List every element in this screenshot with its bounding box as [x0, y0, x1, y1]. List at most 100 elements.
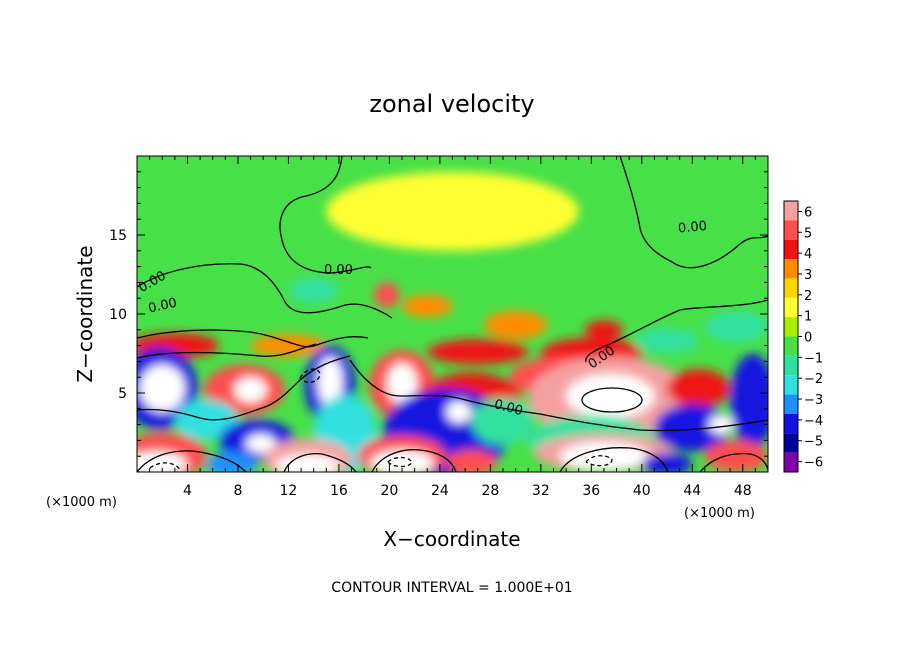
colorbar-label: 1	[804, 310, 812, 325]
field-blob	[427, 339, 529, 365]
colorbar-swatch	[784, 201, 798, 221]
field-blob	[585, 320, 623, 340]
colorbar-label: 2	[804, 289, 812, 304]
colorbar-swatch	[784, 317, 798, 337]
field-blob	[704, 310, 768, 343]
colorbar-swatch	[784, 452, 798, 472]
field-blob	[234, 377, 267, 403]
colorbar-swatch	[784, 297, 798, 318]
contour-line	[585, 299, 768, 363]
y-axis-label: Z−coordinate	[73, 245, 97, 382]
colorbar-label: 6	[804, 205, 812, 220]
colorbar-swatch	[784, 239, 798, 260]
contour-loop	[581, 387, 643, 413]
x-tick-label: 12	[280, 483, 298, 499]
contour-label: 0.00	[147, 296, 178, 317]
chart-title: zonal velocity	[369, 90, 534, 118]
colorbar-swatch	[784, 433, 798, 453]
y-tick-label: 5	[118, 386, 127, 402]
colorbar-swatch	[784, 394, 798, 414]
x-tick-label: 40	[633, 483, 651, 499]
x-axis-unit-right: (×1000 m)	[684, 506, 755, 521]
colorbar-label: 4	[804, 247, 812, 262]
x-axis-unit: (×1000 m)	[46, 495, 117, 510]
field-blob	[326, 171, 579, 251]
colorbar-label: 0	[804, 331, 812, 346]
contour-line	[619, 156, 768, 269]
colorbar-swatch	[784, 413, 798, 434]
contour-line	[137, 450, 247, 472]
colorbar-swatch	[784, 375, 798, 395]
contour-line	[137, 355, 351, 421]
field-blob	[275, 454, 339, 472]
contour-line-dashed	[387, 456, 413, 468]
x-tick-label: 36	[582, 483, 600, 499]
field-blob	[137, 451, 188, 472]
field-blob	[139, 364, 185, 412]
y-tick-label: 15	[109, 228, 127, 244]
x-tick-label: 24	[431, 483, 449, 499]
contour-line	[137, 263, 393, 319]
colorbar-swatch	[784, 220, 798, 240]
y-tick-label: 10	[109, 307, 127, 323]
field-blob	[654, 404, 731, 452]
zero-contours	[137, 156, 768, 472]
field-blob	[730, 353, 768, 449]
contour-line	[559, 447, 669, 472]
colorbar-swatch	[784, 336, 798, 356]
field-blob	[641, 453, 693, 472]
contour-line	[279, 156, 372, 274]
field-blob	[245, 434, 276, 454]
field-blob	[667, 369, 731, 408]
colorbar-swatch	[784, 259, 798, 279]
contour-line-dashed	[149, 462, 181, 471]
colorbar-label: −4	[804, 414, 823, 429]
contour-line	[137, 329, 369, 348]
field-blob	[370, 449, 434, 472]
colorbar-swatch	[784, 278, 798, 298]
contour-line	[371, 449, 457, 472]
colorbar-label: −1	[804, 351, 823, 366]
contour-line	[137, 343, 317, 359]
y-axis: 5 10 15	[109, 171, 768, 457]
field-blob	[471, 397, 535, 446]
x-tick-label: 48	[734, 483, 752, 499]
field-blob	[288, 277, 339, 303]
field-blob	[704, 440, 768, 472]
colorbar-label: 5	[804, 226, 812, 241]
contour-line-dashed	[299, 368, 321, 384]
contour-line	[349, 359, 768, 432]
contour-line-dashed	[585, 455, 613, 467]
field-blob	[386, 362, 418, 405]
contour-interval-note: CONTOUR INTERVAL = 1.000E+01	[331, 580, 572, 596]
field-blob	[446, 449, 497, 472]
field-blob	[374, 282, 400, 308]
x-tick-label: 32	[532, 483, 550, 499]
field-blob	[446, 400, 472, 424]
field-blob	[708, 415, 734, 435]
plot-area: 0.00 0.00 0.00 0.00 0.00 0.00	[137, 156, 768, 472]
colorbar: 6 5 4 3 2 1 0 −1 −2 −3 −4 −5 −6	[783, 200, 823, 473]
x-tick-label: 4	[183, 483, 192, 499]
contour-line	[699, 452, 768, 472]
colorbar-label: −2	[804, 372, 823, 387]
colorbar-label: −5	[804, 435, 823, 450]
contour-label: 0.00	[492, 397, 524, 419]
contour-label: 0.00	[677, 219, 707, 236]
x-tick-label: 16	[330, 483, 348, 499]
colorbar-label: −3	[804, 393, 823, 408]
x-tick-label: 20	[380, 483, 398, 499]
velocity-field	[137, 171, 768, 472]
field-blob	[250, 334, 327, 357]
field-blob	[402, 295, 453, 318]
x-tick-label: 8	[233, 483, 242, 499]
field-blob	[635, 328, 699, 354]
x-tick-label: 44	[683, 483, 701, 499]
field-blob	[559, 441, 649, 471]
contour-line	[283, 452, 357, 472]
colorbar-label: 3	[804, 268, 812, 283]
x-tick-label: 28	[481, 483, 499, 499]
colorbar-swatch	[784, 355, 798, 376]
field-blob	[317, 356, 343, 408]
